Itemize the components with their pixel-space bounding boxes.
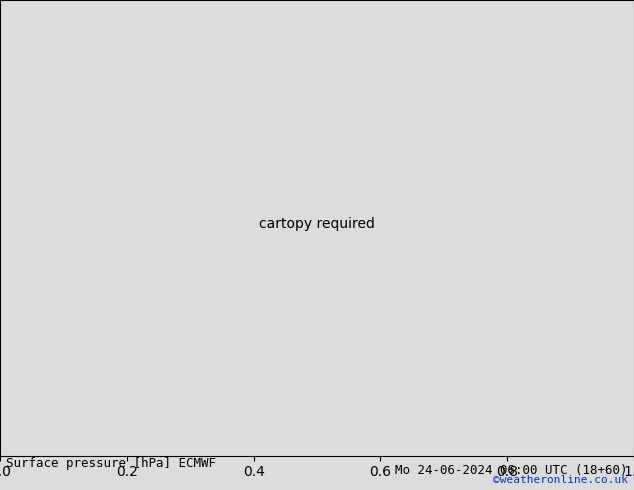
Text: ©weatheronline.co.uk: ©weatheronline.co.uk — [493, 475, 628, 485]
Text: Surface pressure [hPa] ECMWF: Surface pressure [hPa] ECMWF — [6, 457, 216, 469]
Text: Mo 24-06-2024 06:00 UTC (18+60): Mo 24-06-2024 06:00 UTC (18+60) — [395, 464, 628, 477]
Text: cartopy required: cartopy required — [259, 217, 375, 231]
